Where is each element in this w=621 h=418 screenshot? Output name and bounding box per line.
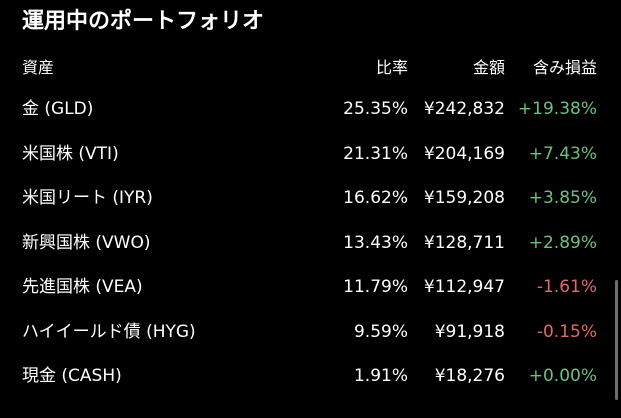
holding-row[interactable]: 先進国株 (VEA) 11.79% ¥112,947 -1.61% <box>0 265 621 310</box>
holding-amount: ¥18,276 <box>434 366 505 386</box>
holding-amount: ¥112,947 <box>423 277 505 297</box>
holding-row[interactable]: 新興国株 (VWO) 13.43% ¥128,711 +2.89% <box>0 221 621 266</box>
holding-name: 現金 (CASH) <box>22 366 122 386</box>
holding-amount: ¥91,918 <box>434 321 505 342</box>
column-header-ratio: 比率 <box>375 58 408 77</box>
holding-unrealized-pl: +7.43% <box>528 143 597 164</box>
holding-name: 金 (GLD) <box>22 99 94 119</box>
holding-row[interactable]: ハイイールド債 (HYG) 9.59% ¥91,918 -0.15% <box>0 310 621 355</box>
holding-amount: ¥159,208 <box>423 188 505 208</box>
holding-amount: ¥128,711 <box>423 232 505 253</box>
holding-unrealized-pl: -0.15% <box>536 321 597 342</box>
holding-row[interactable]: 金 (GLD) 25.35% ¥242,832 +19.38% <box>0 87 621 132</box>
holding-ratio: 9.59% <box>353 321 408 342</box>
holding-ratio: 16.62% <box>343 188 408 208</box>
column-header-amount: 金額 <box>472 58 505 77</box>
holding-row[interactable]: 米国株 (VTI) 21.31% ¥204,169 +7.43% <box>0 132 621 177</box>
holding-ratio: 21.31% <box>343 143 408 164</box>
holding-ratio: 11.79% <box>343 277 408 297</box>
holding-unrealized-pl: +2.89% <box>528 232 597 253</box>
holding-unrealized-pl: +0.00% <box>528 366 597 386</box>
holding-name: 先進国株 (VEA) <box>22 277 143 297</box>
holding-amount: ¥242,832 <box>423 99 505 119</box>
holding-unrealized-pl: -1.61% <box>536 277 597 297</box>
column-header-asset: 資産 <box>22 58 55 77</box>
holdings-list: 金 (GLD) 25.35% ¥242,832 +19.38% 米国株 (VTI… <box>0 87 621 399</box>
holding-unrealized-pl: +19.38% <box>517 99 597 119</box>
holding-name: ハイイールド債 (HYG) <box>22 321 196 342</box>
holding-amount: ¥204,169 <box>423 143 505 164</box>
table-header: 資産 比率 金額 含み損益 <box>0 54 621 82</box>
holding-row[interactable]: 米国リート (IYR) 16.62% ¥159,208 +3.85% <box>0 176 621 221</box>
holding-unrealized-pl: +3.85% <box>528 188 597 208</box>
portfolio-title: 運用中のポートフォリオ <box>22 9 265 34</box>
holding-name: 新興国株 (VWO) <box>22 232 151 253</box>
column-header-unrealized-pl: 含み損益 <box>532 58 597 77</box>
holding-row[interactable]: 現金 (CASH) 1.91% ¥18,276 +0.00% <box>0 354 621 399</box>
holding-ratio: 13.43% <box>343 232 408 253</box>
holding-name: 米国株 (VTI) <box>22 143 119 164</box>
holding-ratio: 1.91% <box>353 366 408 386</box>
holding-ratio: 25.35% <box>343 99 408 119</box>
holding-name: 米国リート (IYR) <box>22 188 153 208</box>
vertical-scrollbar[interactable] <box>615 280 618 400</box>
